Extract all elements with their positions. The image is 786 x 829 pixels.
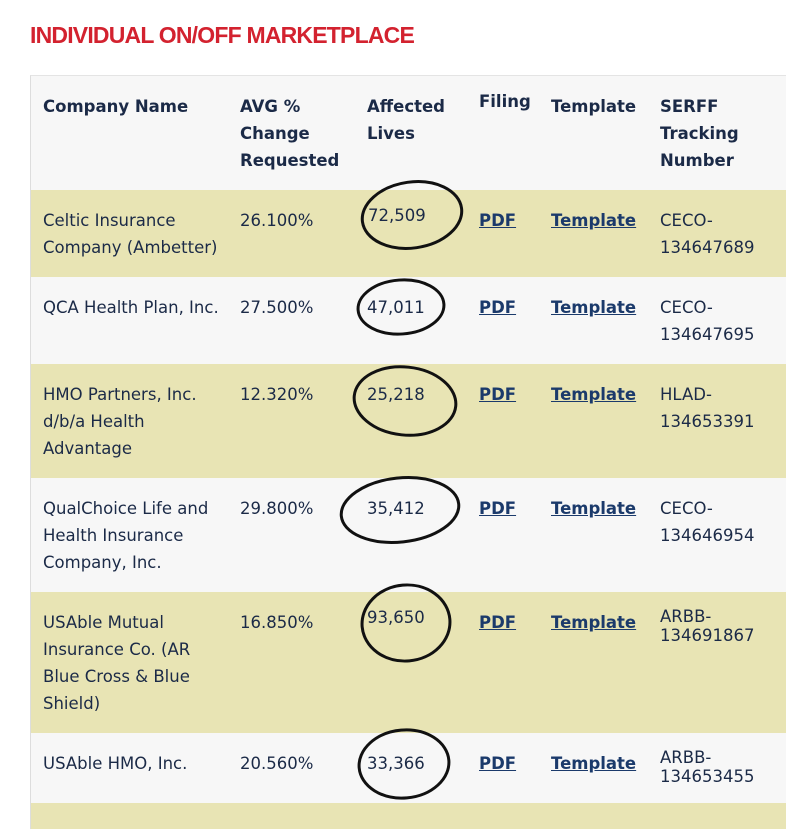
table-row: Celtic Insurance Company (Ambetter) 26.1… bbox=[31, 190, 786, 277]
company-name: Celtic Insurance Company (Ambetter) bbox=[43, 211, 218, 257]
filing-pdf-link[interactable]: PDF bbox=[479, 613, 517, 632]
avg-change: 26.100% bbox=[240, 211, 314, 230]
header-filing: Filing bbox=[479, 92, 531, 111]
header-serff: SERFF Tracking Number bbox=[660, 97, 739, 170]
avg-change: 12.320% bbox=[240, 385, 314, 404]
serff-number: CECO-134646954 bbox=[660, 499, 755, 545]
filing-pdf-link[interactable]: PDF bbox=[479, 385, 517, 404]
template-link[interactable]: Template bbox=[551, 298, 637, 317]
company-name: USAble Mutual Insurance Co. (AR Blue Cro… bbox=[43, 613, 191, 713]
company-name: USAble HMO, Inc. bbox=[43, 754, 188, 773]
table-header-row: Company Name AVG % Change Requested Affe… bbox=[31, 76, 786, 190]
avg-change: 29.800% bbox=[240, 499, 314, 518]
table-row: HMO Partners, Inc. d/b/a Health Advantag… bbox=[31, 364, 786, 478]
serff-number: CECO-134647695 bbox=[660, 298, 755, 344]
table-row bbox=[31, 803, 786, 829]
serff-number: HLAD-134653391 bbox=[660, 385, 755, 431]
serff-number: ARBB-134691867 bbox=[660, 607, 755, 645]
company-name: QualChoice Life and Health Insurance Com… bbox=[43, 499, 209, 572]
table-row: QualChoice Life and Health Insurance Com… bbox=[31, 478, 786, 592]
avg-change: 27.500% bbox=[240, 298, 314, 317]
header-affected-lives: Affected Lives bbox=[367, 97, 445, 143]
affected-lives: 47,011 bbox=[367, 298, 425, 317]
filing-pdf-link[interactable]: PDF bbox=[479, 499, 517, 518]
table-row: QCA Health Plan, Inc. 27.500% 47,011 PDF… bbox=[31, 277, 786, 364]
template-link[interactable]: Template bbox=[551, 754, 637, 773]
template-link[interactable]: Template bbox=[551, 211, 637, 230]
template-link[interactable]: Template bbox=[551, 385, 637, 404]
avg-change: 20.560% bbox=[240, 754, 314, 773]
serff-number: CECO-134647689 bbox=[660, 211, 755, 257]
filing-pdf-link[interactable]: PDF bbox=[479, 754, 517, 773]
affected-lives: 72,509 bbox=[368, 206, 426, 225]
company-name: HMO Partners, Inc. d/b/a Health Advantag… bbox=[43, 385, 197, 458]
template-link[interactable]: Template bbox=[551, 613, 637, 632]
affected-lives: 35,412 bbox=[367, 499, 425, 518]
filing-pdf-link[interactable]: PDF bbox=[479, 211, 517, 230]
avg-change: 16.850% bbox=[240, 613, 314, 632]
affected-lives: 25,218 bbox=[367, 385, 425, 404]
table-row: USAble Mutual Insurance Co. (AR Blue Cro… bbox=[31, 592, 786, 733]
page-title: INDIVIDUAL ON/OFF MARKETPLACE bbox=[30, 22, 415, 48]
header-avg-change: AVG % Change Requested bbox=[240, 97, 340, 170]
affected-lives: 93,650 bbox=[367, 608, 425, 627]
affected-lives: 33,366 bbox=[367, 754, 425, 773]
filing-pdf-link[interactable]: PDF bbox=[479, 298, 517, 317]
rate-table: Company Name AVG % Change Requested Affe… bbox=[30, 75, 786, 829]
header-company-name: Company Name bbox=[43, 97, 189, 116]
company-name: QCA Health Plan, Inc. bbox=[43, 298, 219, 317]
table-row: USAble HMO, Inc. 20.560% 33,366 PDF Temp… bbox=[31, 733, 786, 803]
header-template: Template bbox=[551, 97, 637, 116]
template-link[interactable]: Template bbox=[551, 499, 637, 518]
serff-number: ARBB-134653455 bbox=[660, 748, 755, 786]
